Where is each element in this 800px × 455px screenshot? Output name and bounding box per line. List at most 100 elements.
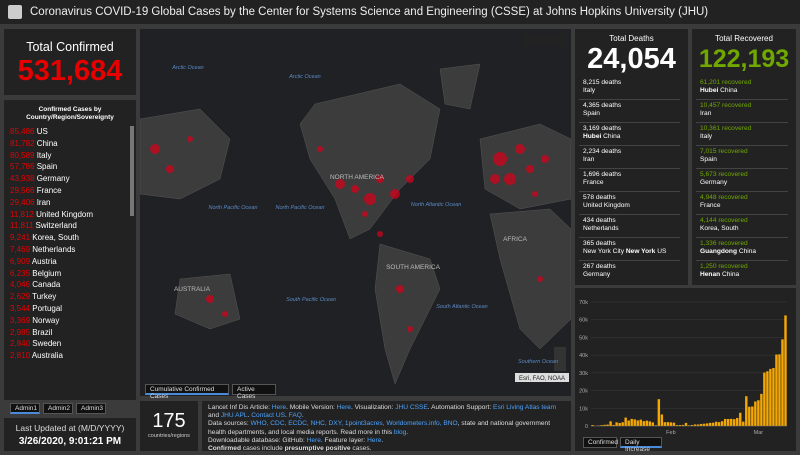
count: 4,365	[583, 102, 600, 109]
recovered-label: Total Recovered	[715, 34, 773, 43]
count: 2,234	[583, 148, 600, 155]
count-line: 2,234 deaths	[583, 148, 680, 156]
country-row: 7,469 Netherlands	[4, 244, 136, 256]
unit: deaths	[595, 240, 616, 247]
tab[interactable]: Active Cases	[232, 384, 276, 400]
country: United Kingdom	[36, 209, 94, 219]
bar	[648, 421, 652, 426]
y-tick-label: 50k	[579, 335, 588, 341]
count: 43,938	[10, 174, 35, 184]
tab[interactable]: Daily Increase	[620, 437, 662, 453]
bar	[720, 421, 724, 426]
country-row: 2,840 Sweden	[4, 338, 136, 350]
total-confirmed-panel: Total Confirmed 531,684	[4, 29, 136, 95]
country-row: 11,811 Switzerland	[4, 220, 136, 232]
bar	[687, 425, 691, 426]
place: US	[657, 248, 667, 256]
bar	[633, 419, 636, 426]
tab[interactable]: Admin3	[76, 403, 106, 414]
info-text: Confirmed	[208, 445, 241, 451]
place: Italy	[700, 133, 713, 141]
unit: deaths	[595, 194, 616, 201]
bar	[666, 422, 670, 426]
country-row: 2,810 Australia	[4, 350, 136, 362]
bar	[642, 421, 645, 426]
bar	[600, 425, 603, 426]
link[interactable]: Here	[367, 436, 382, 444]
bar	[672, 422, 676, 426]
list-item: 1,336 recovered Guangdong China	[696, 238, 788, 261]
place: United Kingdom	[583, 202, 630, 210]
list-item: 4,144 recovered Korea, South	[696, 215, 788, 238]
count-line: 1,336 recovered	[700, 240, 788, 248]
south-america	[374, 243, 441, 385]
count: 8,215	[583, 79, 600, 86]
bar	[705, 423, 709, 426]
unit: deaths	[601, 171, 622, 178]
count: 3,544	[10, 303, 31, 313]
unit: recovered	[722, 79, 752, 86]
place: China	[722, 271, 740, 279]
recovered-panel: Total Recovered 122,193 61,201 recovered…	[692, 29, 796, 285]
count-line: 434 deaths	[583, 217, 680, 225]
info-text: . Visualization:	[350, 404, 396, 411]
link[interactable]: Esri Living Atlas team	[493, 404, 557, 411]
count: 2,840	[10, 339, 31, 349]
link[interactable]: Here	[336, 404, 351, 411]
country-row: 6,909 Austria	[4, 256, 136, 268]
tab[interactable]: Admin1	[10, 403, 40, 414]
unit: recovered	[718, 240, 748, 247]
tab[interactable]: Confirmed	[583, 437, 618, 448]
country-row: 2,985 Brazil	[4, 327, 136, 339]
place: Korea, South	[700, 225, 739, 233]
count: 7,469	[10, 244, 31, 254]
country-row: 85,486 US	[4, 126, 136, 138]
count: 3,169	[583, 125, 600, 132]
country-row: 4,046 Canada	[4, 279, 136, 291]
place-line: Henan China	[700, 271, 788, 279]
list-item: 2,234 deaths Iran	[579, 146, 680, 169]
info-text: .	[406, 428, 409, 436]
link[interactable]: JHU CSSE	[395, 404, 428, 411]
link[interactable]: WHO, CDC, ECDC, NHC, DXY, 1point3acres, …	[250, 420, 458, 428]
link[interactable]: Here	[271, 404, 287, 411]
bar	[726, 419, 730, 426]
country: Switzerland	[35, 221, 77, 231]
bar	[639, 419, 642, 426]
bar	[603, 424, 606, 426]
bar	[763, 372, 766, 426]
place: Netherlands	[583, 225, 619, 233]
count: 4,046	[10, 280, 31, 290]
greenland	[439, 63, 481, 110]
tab[interactable]: Admin2	[43, 403, 73, 414]
confirmed-list-panel: Confirmed Cases by Country/Region/Sovere…	[4, 100, 136, 400]
bubble	[407, 326, 413, 332]
count: 434	[583, 217, 595, 224]
link[interactable]: JHU APL	[220, 412, 248, 420]
count: 1,336	[700, 240, 717, 247]
bar	[645, 420, 648, 426]
count: 85,486	[10, 127, 35, 136]
link[interactable]: blog	[393, 428, 407, 436]
unit: recovered	[722, 125, 752, 132]
country-row: 3,544 Portugal	[4, 303, 136, 315]
count-line: 365 deaths	[583, 240, 680, 248]
bar	[609, 421, 612, 426]
country-row: 29,406 Iran	[4, 197, 136, 209]
link[interactable]: Here	[306, 436, 321, 444]
link[interactable]: FAQ	[288, 412, 302, 420]
country-row: 11,812 United Kingdom	[4, 209, 136, 221]
country: Belgium	[32, 268, 62, 278]
bar	[708, 422, 712, 426]
country: China	[36, 138, 58, 148]
link[interactable]: Contact US	[251, 412, 285, 420]
count: 29,566	[10, 185, 35, 195]
updated-panel: Last Updated at (M/D/YYYY) 3/26/2020, 9:…	[4, 418, 136, 451]
tab[interactable]: Cumulative Confirmed Cases	[145, 384, 229, 400]
country-row: 57,786 Spain	[4, 161, 136, 173]
info-text: .	[301, 412, 304, 420]
info-text: . Feature layer:	[320, 436, 368, 444]
bar	[778, 354, 781, 426]
bubble	[335, 179, 345, 189]
zoom-control	[554, 347, 566, 371]
